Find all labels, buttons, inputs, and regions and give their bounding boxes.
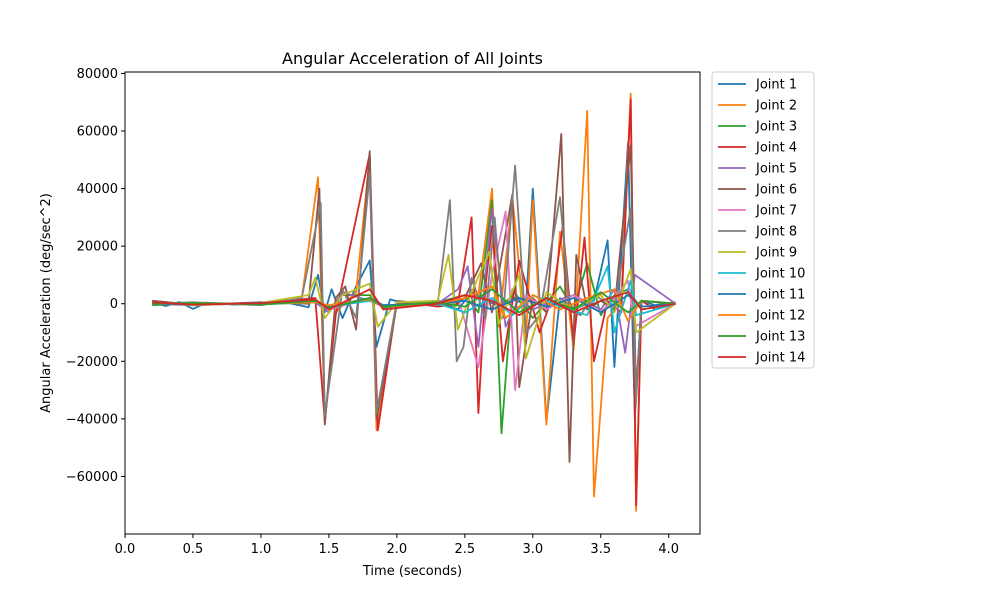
legend-item-joint-14: Joint 14 [718,351,805,366]
y-tick-label: 0 [110,297,118,312]
legend-label: Joint 1 [755,78,797,93]
legend-item-joint-6: Joint 6 [718,183,797,198]
legend-item-joint-13: Joint 13 [718,330,805,345]
legend-label: Joint 13 [755,330,805,345]
x-tick-label: 2.5 [454,542,475,557]
legend-label: Joint 9 [755,246,797,261]
legend-label: Joint 12 [755,309,805,324]
legend-item-joint-4: Joint 4 [718,141,797,156]
legend-item-joint-12: Joint 12 [718,309,805,324]
series-line-joint-13 [152,288,676,314]
series-line-joint-14 [152,288,676,317]
plot-frame [124,71,701,535]
legend-item-joint-1: Joint 1 [718,78,797,93]
y-tick-label: 40000 [77,182,118,197]
x-axis-label: Time (seconds) [362,564,462,579]
legend-label: Joint 2 [755,99,797,114]
legend-item-joint-2: Joint 2 [718,99,797,114]
legend-label: Joint 14 [755,351,805,366]
legend-label: Joint 11 [755,288,805,303]
legend-label: Joint 10 [755,267,805,282]
y-tick-label: 80000 [77,67,118,82]
x-tick-label: 3.5 [590,542,611,557]
legend-label: Joint 3 [755,120,797,135]
legend-label: Joint 8 [755,225,797,240]
x-tick-label: 0.0 [115,542,136,557]
x-axis-ticks: 0.0 0.5 1.0 1.5 2.0 2.5 3.0 3.5 4.0 [115,534,679,557]
y-tick-label: −20000 [66,355,118,370]
legend-frame [711,71,815,369]
legend-item-joint-11: Joint 11 [718,288,805,303]
legend-item-joint-3: Joint 3 [718,120,797,135]
y-tick-label: −60000 [66,470,118,485]
x-tick-label: 1.0 [251,542,272,557]
chart-title: Angular Acceleration of All Joints [282,49,543,68]
legend-label: Joint 5 [755,162,797,177]
series-line-joint-9 [152,250,677,360]
y-tick-label: −40000 [66,412,118,427]
legend-item-joint-8: Joint 8 [718,225,797,240]
x-tick-label: 4.0 [658,542,679,557]
y-tick-label: 20000 [77,240,118,255]
y-axis-label: Angular Acceleration (deg/sec^2) [39,193,54,413]
series-layer [151,92,677,512]
legend-item-joint-10: Joint 10 [718,267,805,282]
x-tick-label: 3.0 [522,542,543,557]
legend-item-joint-7: Joint 7 [718,204,797,219]
x-tick-label: 1.5 [319,542,340,557]
y-axis-ticks: −60000 −40000 −20000 0 20000 40000 60000 80000 [66,67,125,485]
legend: Joint 1 Joint 2 Joint 3 Joint 4 Joint 5 Joint… [711,71,815,369]
x-tick-label: 2.0 [387,542,408,557]
legend-item-joint-9: Joint 9 [718,246,797,261]
series-line-joint-12 [152,285,676,322]
legend-item-joint-5: Joint 5 [718,162,797,177]
x-tick-label: 0.5 [183,542,204,557]
y-tick-label: 60000 [77,125,118,140]
legend-label: Joint 4 [755,141,797,156]
legend-label: Joint 6 [755,183,797,198]
legend-label: Joint 7 [755,204,797,219]
